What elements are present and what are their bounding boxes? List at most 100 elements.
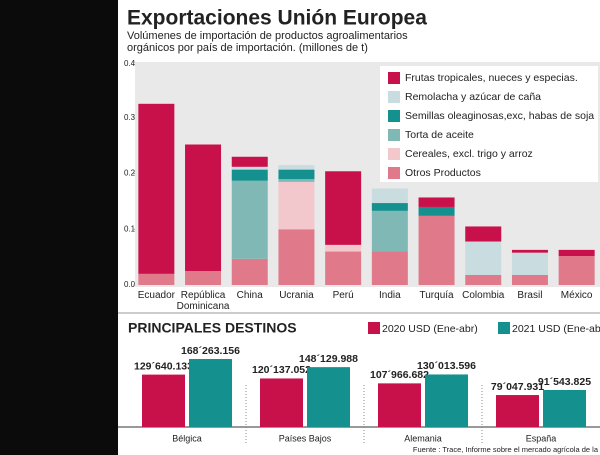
bar-segment <box>465 241 502 275</box>
bar-segment <box>418 215 455 285</box>
bar <box>425 374 468 427</box>
bar <box>496 395 539 427</box>
bar-segment <box>371 251 408 285</box>
bar-segment <box>325 251 362 285</box>
bar <box>543 390 586 427</box>
bar-segment <box>231 180 268 259</box>
legend-label: Remolacha y azúcar de caña <box>405 91 541 103</box>
value-label: 107´966.682 <box>370 369 429 381</box>
bar-segment <box>465 274 502 285</box>
bar-segment <box>558 256 595 285</box>
y-tick-label: 0.1 <box>124 224 136 233</box>
x-label-box: República Dominicana <box>176 290 230 312</box>
bar-segment <box>138 273 175 285</box>
x-label-box: Ucrania <box>279 290 314 301</box>
legend-swatch <box>498 322 510 334</box>
x-tick-label: Ucrania <box>279 290 314 301</box>
bar-segment <box>278 179 315 182</box>
value-label: 91´543.825 <box>538 376 591 388</box>
bar-segment <box>465 226 502 242</box>
subtitle: orgánicos por país de importación. (mill… <box>127 42 368 54</box>
bar-segment <box>278 169 315 180</box>
legend-swatch <box>388 167 400 179</box>
bar-segment <box>185 271 222 285</box>
x-label-box: Ecuador <box>137 290 175 301</box>
bar-segment <box>231 258 268 285</box>
y-tick-label: 0.2 <box>124 169 136 178</box>
bar-segment <box>558 249 595 257</box>
bar-segment <box>278 229 315 285</box>
value-label: 79´047.931 <box>491 381 544 393</box>
legend-label: Torta de aceite <box>405 129 474 141</box>
bar-segment <box>371 210 408 252</box>
side-band <box>0 0 118 455</box>
bar-segment <box>511 249 548 253</box>
bar <box>189 359 232 427</box>
bar-segment <box>371 203 408 211</box>
bar-segment <box>418 206 455 216</box>
x-tick-label: Perú <box>332 290 354 301</box>
bar-segment <box>371 188 408 204</box>
x-tick-label: Países Bajos <box>279 433 332 443</box>
x-label-box: Colombia <box>462 290 505 301</box>
legend-label: Frutas tropicales, nueces y especias. <box>405 72 578 84</box>
value-label: 120´137.052 <box>252 364 311 376</box>
bar-segment <box>231 169 268 181</box>
legend-swatch <box>388 91 400 103</box>
bar <box>260 378 303 427</box>
y-tick-label: 0.0 <box>124 280 136 289</box>
x-tick-label: China <box>236 290 263 301</box>
value-label: 148´129.988 <box>299 353 358 365</box>
legend-swatch <box>388 129 400 141</box>
bar-segment <box>511 274 548 285</box>
legend-label: Cereales, excl. trigo y arroz <box>405 148 533 160</box>
x-label-box: China <box>236 290 263 301</box>
bar-segment <box>325 171 362 245</box>
bar-segment <box>511 252 548 275</box>
legend-label: 2020 USD (Ene-abr) <box>382 323 478 335</box>
bar-segment <box>138 103 175 274</box>
subtitle: Volúmenes de importación de productos ag… <box>127 30 408 42</box>
bar <box>378 383 421 427</box>
x-tick-label: México <box>560 290 593 301</box>
bar-segment <box>185 144 222 272</box>
legend-swatch <box>388 110 400 122</box>
bar-segment <box>278 165 315 170</box>
value-label: 129´640.133 <box>134 360 193 372</box>
x-label-box: India <box>379 290 401 301</box>
source: Fuente : Trace, Informe sobre el mercado… <box>413 445 599 454</box>
legend-box <box>380 66 598 182</box>
value-label: 130´013.596 <box>417 360 476 372</box>
x-label-box: México <box>560 290 593 301</box>
x-tick-label: Ecuador <box>137 290 175 301</box>
x-label-box: Brasil <box>517 290 542 301</box>
legend-label: Semillas oleaginosas,exc, habas de soja <box>405 110 594 122</box>
bar <box>142 374 185 427</box>
bar-segment <box>278 181 315 230</box>
chart-title: PRINCIPALES DESTINOS <box>128 320 297 336</box>
bar <box>307 367 350 427</box>
legend-label: 2021 USD (Ene-abr) <box>512 323 600 335</box>
value-label: 168´263.156 <box>181 345 240 357</box>
chart-title: Exportaciones Unión Europea <box>127 7 427 30</box>
legend-swatch <box>368 322 380 334</box>
bar-segment <box>231 166 268 170</box>
x-tick-label: India <box>379 290 401 301</box>
x-tick-label: Alemania <box>404 433 442 443</box>
y-tick-label: 0.3 <box>124 113 136 122</box>
bar-segment <box>418 197 455 207</box>
legend-swatch <box>388 72 400 84</box>
x-tick-label: Bélgica <box>172 433 202 443</box>
x-tick-label: España <box>526 433 557 443</box>
x-tick-label: Colombia <box>462 290 505 301</box>
bar-segment <box>325 244 362 252</box>
x-label-box: Turquía <box>419 290 454 301</box>
x-tick-label: República Dominicana <box>176 290 230 312</box>
bar-segment <box>231 156 268 167</box>
legend-swatch <box>388 148 400 160</box>
x-tick-label: Turquía <box>419 290 454 301</box>
x-label-box: Perú <box>332 290 354 301</box>
legend-label: Otros Productos <box>405 167 481 179</box>
